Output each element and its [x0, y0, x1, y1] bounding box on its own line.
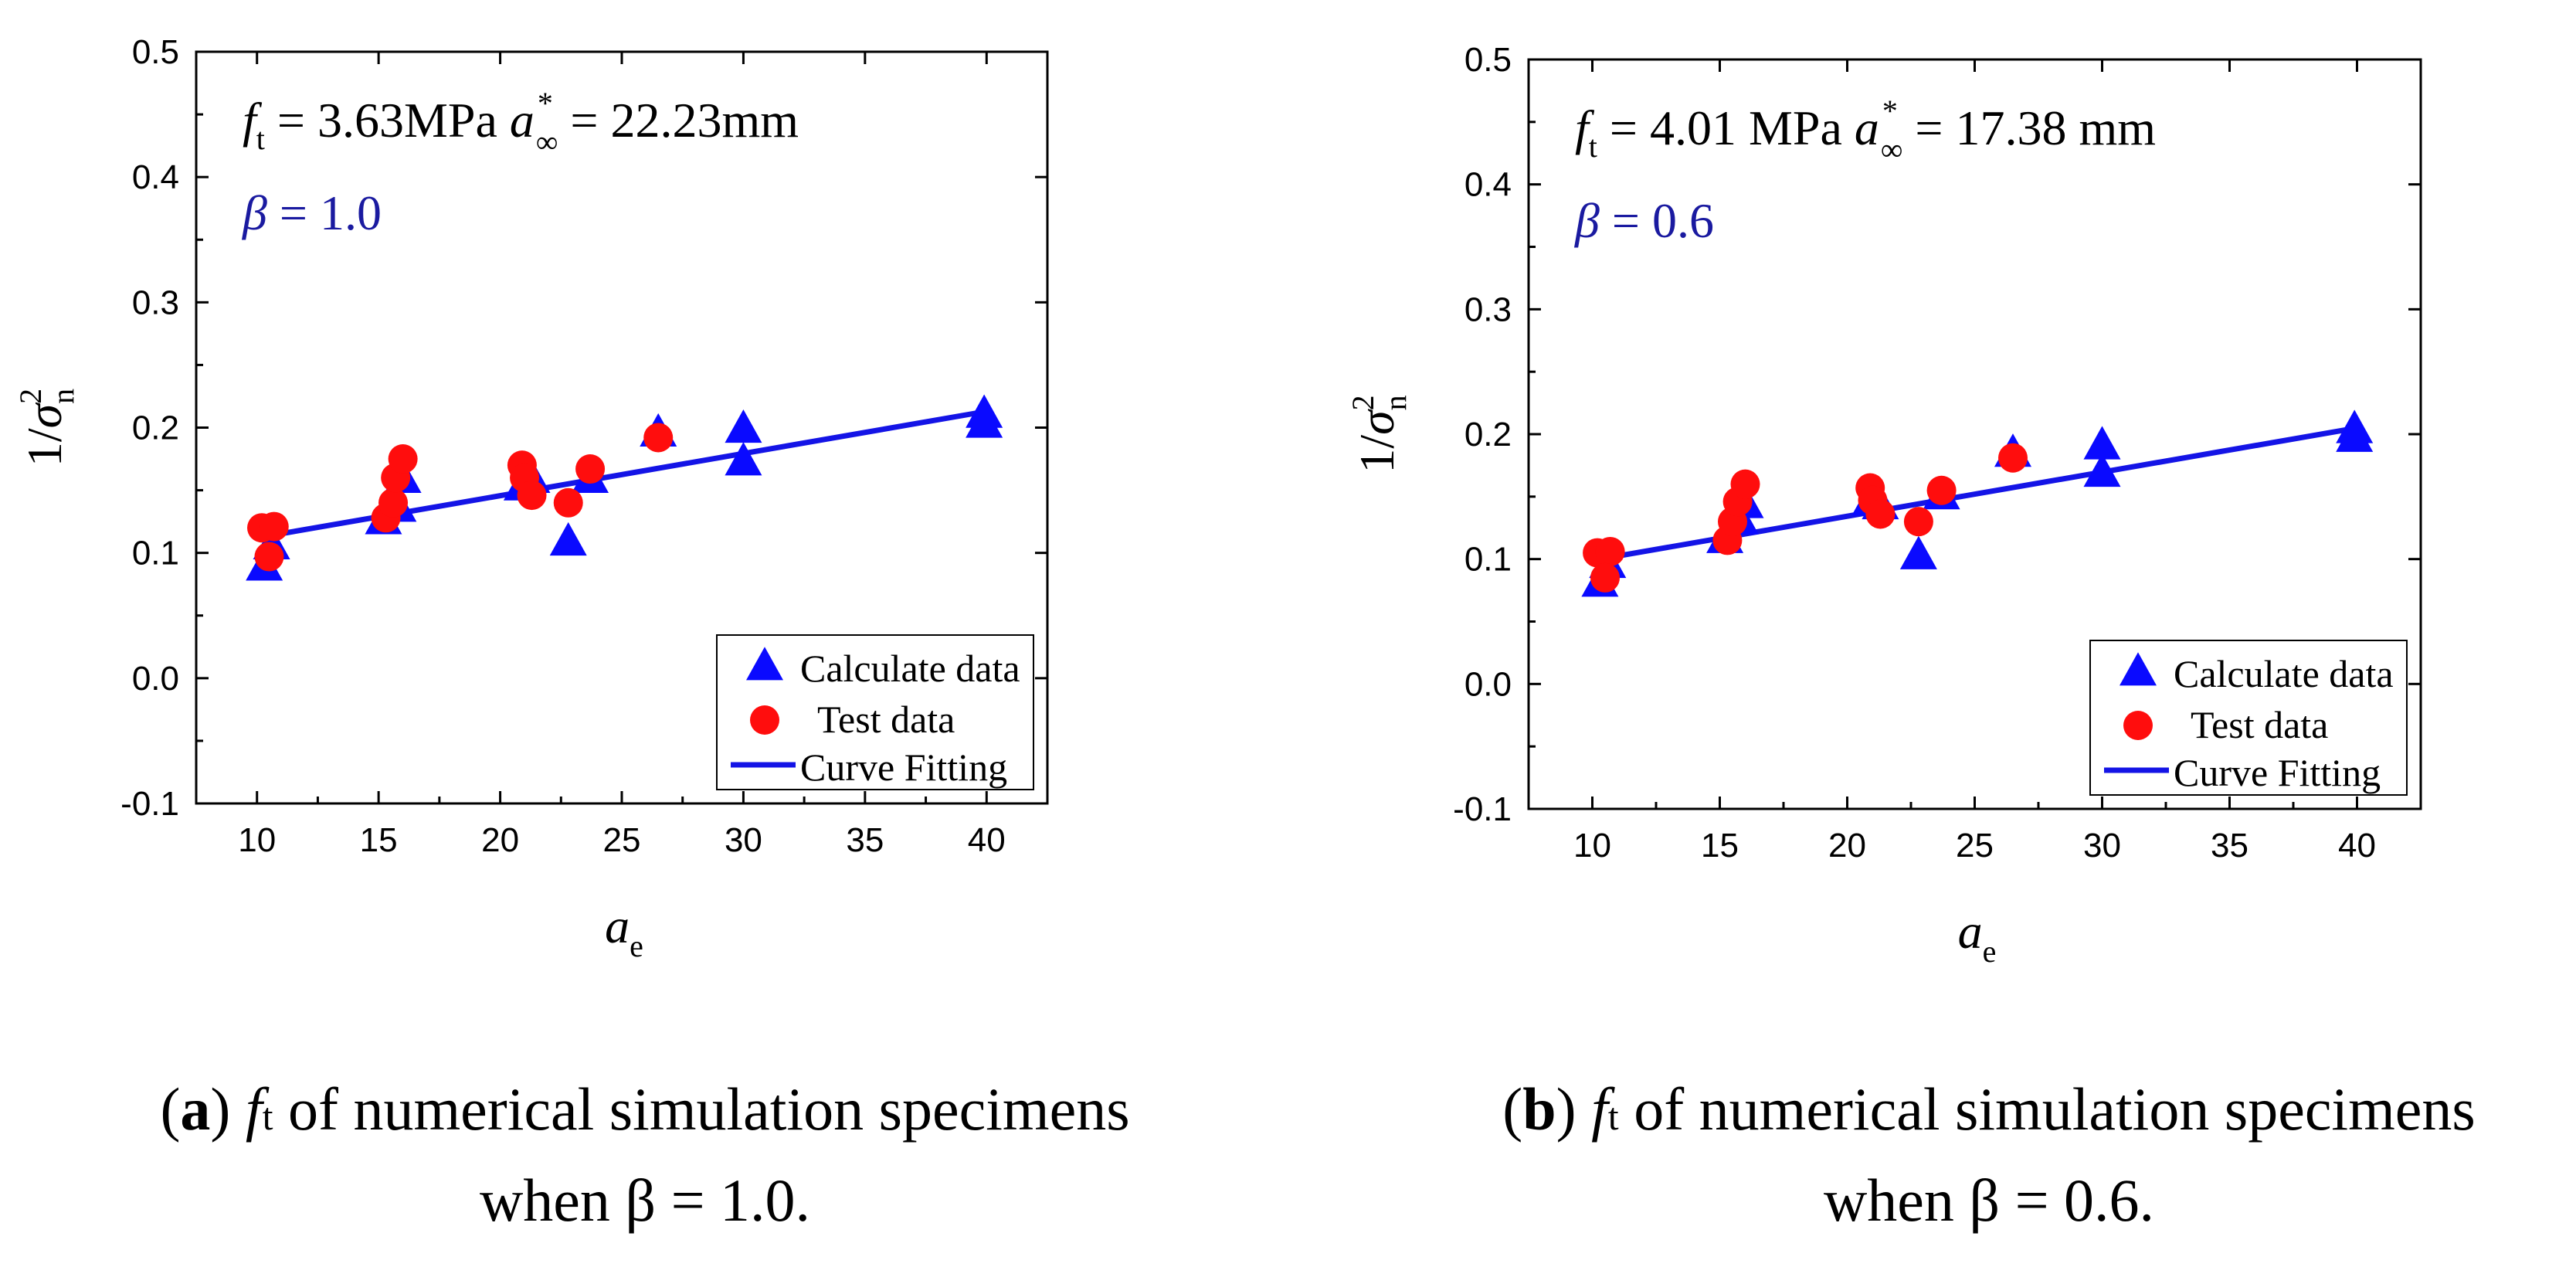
y-tick-label: 0.1: [132, 535, 179, 572]
x-tick-label: 15: [1701, 827, 1739, 864]
caption-line-2: when β = 0.6.: [1824, 1167, 2154, 1234]
test-data-point: [388, 444, 418, 474]
calculate-data-point: [725, 409, 762, 443]
calculate-data-point: [549, 521, 587, 556]
x-tick-label: 35: [2211, 827, 2248, 864]
test-data-point: [1926, 475, 1957, 505]
calculate-data-point: [2083, 453, 2121, 487]
y-tick-label: 0.4: [132, 158, 179, 196]
test-data-point: [259, 511, 289, 542]
y-tick-label: 0.1: [1464, 541, 1512, 579]
legend-calculate-marker: [2120, 652, 2157, 686]
x-tick-label: 20: [1828, 827, 1866, 864]
y-tick-label: 0.0: [1464, 665, 1512, 703]
caption-line-2: when β = 1.0.: [480, 1167, 810, 1234]
caption-line-1: (b) ft of numerical simulation specimens: [1502, 1075, 2476, 1143]
calculate-data-point: [1899, 535, 1937, 569]
y-tick-label: 0.5: [132, 33, 179, 71]
test-data-point: [1730, 469, 1760, 499]
x-tick-label: 30: [2083, 827, 2121, 864]
test-data-point: [1903, 507, 1933, 537]
calculate-data-point: [2083, 426, 2121, 460]
y-tick-label: 0.3: [132, 284, 179, 321]
y-tick-label: 0.3: [1464, 290, 1512, 328]
legend-label: Test data: [817, 698, 955, 741]
y-tick-label: -0.1: [120, 785, 179, 823]
legend-calculate-marker: [746, 647, 783, 681]
annotation-params: ft = 3.63MPa a * ∞ = 22.23mm: [243, 86, 799, 159]
annotation-beta: β = 1.0: [241, 185, 382, 240]
test-data-point: [254, 542, 284, 572]
legend-label: Calculate data: [800, 647, 1020, 690]
calculate-data-point: [2336, 409, 2374, 443]
x-tick-label: 35: [846, 821, 884, 859]
x-tick-label: 40: [968, 821, 1006, 859]
legend-test-marker: [2123, 711, 2153, 740]
calculate-data-point: [725, 442, 762, 476]
y-tick-label: 0.2: [132, 409, 179, 447]
legend-label: Curve Fitting: [800, 746, 1007, 789]
test-data-point: [643, 423, 674, 453]
legend-label: Test data: [2191, 703, 2328, 746]
caption-line-1: (a) ft of numerical simulation specimens: [160, 1075, 1129, 1143]
test-data-point: [575, 454, 606, 484]
annotation-params: ft = 4.01 MPa a * ∞ = 17.38 mm: [1575, 93, 2156, 167]
calculate-data-point: [966, 394, 1003, 428]
x-tick-label: 10: [1573, 827, 1611, 864]
x-tick-label: 25: [603, 821, 641, 859]
legend-label: Curve Fitting: [2174, 751, 2381, 794]
legend-test-marker: [750, 705, 779, 735]
y-tick-label: 0.5: [1464, 41, 1512, 79]
annotation-beta: β = 0.6: [1573, 193, 1714, 248]
y-axis-label: 1/σ2n: [13, 389, 80, 467]
x-axis-label: ae: [605, 898, 643, 963]
chart-panel-b: 10 15 20 25 30 35 40 -0.1 0.0 0.1 0.2 0.3 0.4 0.5 ae 1/…: [1346, 41, 2476, 1234]
x-tick-label: 25: [1956, 827, 1994, 864]
x-tick-label: 40: [2338, 827, 2376, 864]
y-tick-label: 0.0: [132, 660, 179, 698]
x-tick-label: 10: [238, 821, 276, 859]
y-axis-label: 1/σ2n: [1346, 395, 1413, 473]
test-data-point: [378, 487, 409, 518]
test-data-point: [553, 487, 583, 518]
test-data-point: [1595, 536, 1625, 566]
x-tick-label: 20: [481, 821, 519, 859]
x-tick-label: 15: [360, 821, 398, 859]
test-data-point: [517, 481, 547, 511]
y-tick-label: -0.1: [1453, 790, 1512, 828]
test-data-point: [1998, 443, 2028, 473]
x-axis-label: ae: [1958, 904, 1997, 969]
legend-label: Calculate data: [2174, 652, 2394, 695]
chart-panel-a: 10 15 20 25 30 35 40 -0.1 0.0 0.1 0.2 0.3 0.4 0.5 ae 1/…: [13, 33, 1130, 1234]
y-tick-label: 0.4: [1464, 166, 1512, 204]
test-data-point: [1865, 499, 1896, 529]
y-tick-label: 0.2: [1464, 416, 1512, 453]
x-tick-label: 30: [725, 821, 762, 859]
test-data-point: [1590, 562, 1620, 593]
